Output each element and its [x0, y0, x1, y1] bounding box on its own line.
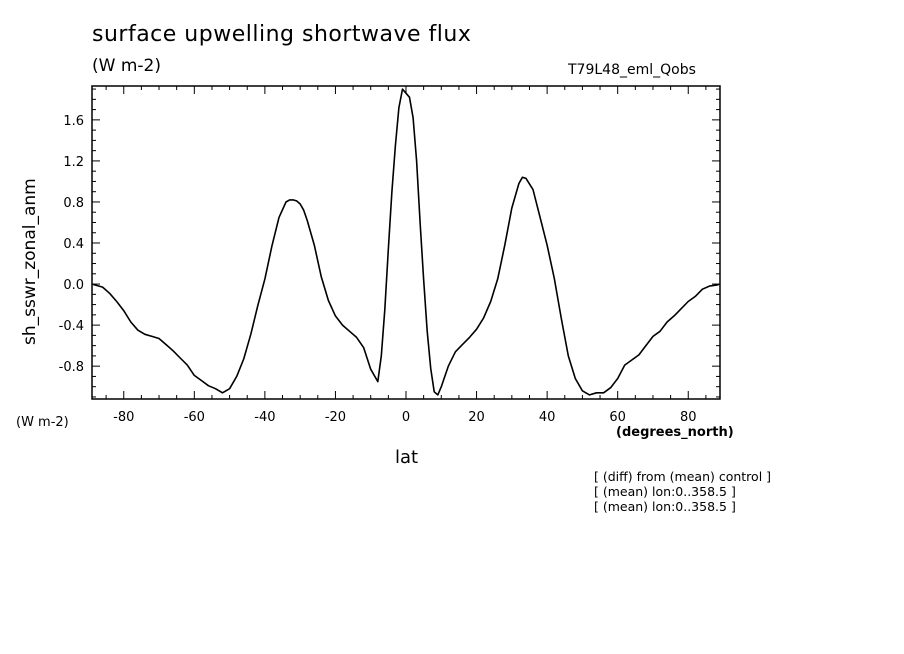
y-tick-label: -0.4 — [59, 319, 84, 334]
series-line — [91, 88, 721, 396]
note-line: [ (mean) lon:0..358.5 ] — [594, 499, 736, 514]
axis-ticks — [92, 86, 720, 399]
y-tick-label: 1.2 — [63, 155, 84, 170]
x-tick-label: 80 — [680, 410, 697, 425]
notes-block: [ (diff) from (mean) control ] [ (mean) … — [594, 469, 771, 514]
note-line: [ (diff) from (mean) control ] — [594, 469, 772, 484]
x-tick-label: 0 — [402, 410, 410, 425]
x-axis-label: lat — [395, 447, 419, 468]
y-tick-label: 0.0 — [63, 278, 84, 293]
y-tick-label: -0.8 — [59, 360, 84, 375]
x-tick-label: 20 — [468, 410, 485, 425]
chart-title: surface upwelling shortwave flux — [92, 22, 472, 47]
tick-labels: -80 -60 -40 -20 0 20 40 60 80 1.6 1.2 0.8 0.4 0.0 -0.4… — [59, 114, 697, 425]
y-tick-label: 1.6 — [63, 114, 84, 129]
x-units-label: (degrees_north) — [616, 425, 734, 440]
x-tick-label: -20 — [325, 410, 346, 425]
x-tick-label: -40 — [254, 410, 275, 425]
plot-frame — [91, 85, 721, 400]
y-units-label: (W m-2) — [16, 415, 69, 430]
x-tick-label: 40 — [539, 410, 556, 425]
x-tick-label: -80 — [113, 410, 134, 425]
chart-subtitle: (W m-2) — [92, 56, 161, 76]
note-line: [ (mean) lon:0..358.5 ] — [594, 484, 736, 499]
run-name: T79L48_eml_Qobs — [568, 62, 696, 78]
x-tick-label: 60 — [609, 410, 626, 425]
y-tick-label: 0.8 — [63, 196, 84, 211]
y-tick-label: 0.4 — [63, 237, 84, 252]
x-tick-label: -60 — [184, 410, 205, 425]
